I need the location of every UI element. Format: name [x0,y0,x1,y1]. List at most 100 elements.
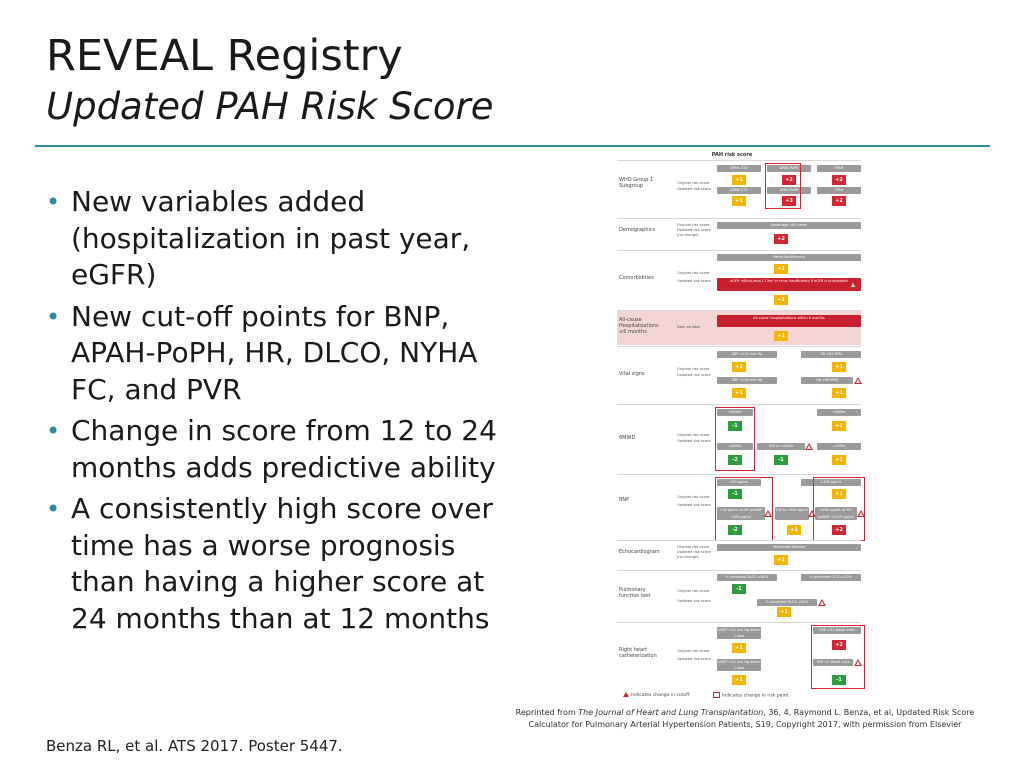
change-highlight-box [715,477,773,541]
criterion-pill: 200 to <800 pg/mL [775,507,809,520]
bullet-item: • A consistently high score over time has… [44,491,514,637]
criterion-pill: All-cause hospitalizations within 6 mont… [717,315,861,327]
score-badge: -1 [732,584,746,594]
criterion-pill: eGFR <60mL/min/1.73m² or renal insuffici… [717,278,861,291]
change-highlight-box [765,163,801,209]
score-badge: -2 [728,525,742,535]
row-label: Updated risk score [677,550,711,554]
section-6mwd: 6MWD Original risk score Updated risk sc… [617,404,861,473]
criterion-pill: <165m [817,443,861,450]
criterion-pill: mRAP >20 mm Hg within 1 year [717,627,761,639]
row-label: Updated risk score [677,503,711,507]
citation: Benza RL, et al. ATS 2017. Poster 5447. [46,737,343,755]
cutoff-change-icon [854,659,862,666]
section-label: BNP [619,497,630,503]
section-label: Vital signs [619,371,645,377]
legend-text: Indicates change in cutoff [631,693,690,698]
score-badge: +1 [732,643,746,653]
caption-prefix: Reprinted from [515,708,579,717]
figure-caption: Reprinted from The Journal of Heart and … [508,707,982,731]
row-label: Original risk score [677,545,710,549]
criterion-pill: APAH-CTD [717,165,761,172]
score-badge: +2 [832,175,846,185]
section-hospitalizations: All-cause Hospitalizations ≤6 months New… [617,310,861,345]
criterion-pill: <165m [817,409,861,416]
criterion-pill: % predicted DLCO ≥80% [717,574,777,581]
score-badge: +1 [774,331,788,341]
criterion-pill: mRAP >20 mm Hg within 1 year [717,659,761,671]
score-badge: +1 [832,489,846,499]
bullet-text: New cut-off points for BNP, APAH-PoPH, H… [71,299,478,406]
slide-subtitle: Updated PAH Risk Score [46,85,494,128]
bullet-dot-icon: • [46,495,61,523]
cutoff-change-icon [805,443,813,450]
criterion-pill: Pericardial effusion [717,544,861,551]
section-demographics: Demographics Original risk score Updated… [617,218,861,257]
score-badge: +1 [832,455,846,465]
change-highlight-box [813,477,865,541]
criterion-pill: SBP <110 mm Hg [717,377,777,384]
section-label: Echocardiogram [619,549,660,555]
criterion-pill: HR >96 BPM [801,377,853,384]
section-bnp: BNP Original risk score Updated risk sco… [617,474,865,541]
criterion-pill: ≥800 pg/mL or NT-proBNP ≥1100 pg/mL [815,507,857,520]
bullet-dot-icon: • [46,417,61,445]
score-badge: +3 [782,196,796,206]
criterion-pill: ≥440m [717,409,753,416]
cutoff-change-icon [623,692,629,697]
criterion-pill: 320 to <440m [757,443,805,450]
change-highlight-box [811,625,865,689]
legend-cutoff: Indicates change in cutoff [623,692,689,698]
row-label: Updated risk score [677,228,711,232]
section-label: Demographics [619,227,656,233]
slide-title: REVEAL Registry [46,31,403,81]
section-echocardiogram: Echocardiogram Original risk score Updat… [617,540,861,571]
bullet-item: • New cut-off points for BNP, APAH-PoPH, … [44,299,514,409]
criterion-pill: FPAH [817,165,861,172]
section-who-group: WHO Group 1 Subgroup Original risk score… [617,160,861,209]
row-label: Updated risk score [677,599,711,603]
score-badge: +2 [782,175,796,185]
bullet-item: • New variables added (hospitalization in… [44,184,514,294]
figure-title: PAH risk score [711,152,753,158]
bullet-dot-icon: • [46,188,61,216]
row-label: Original risk score [677,495,710,499]
score-badge: +1 [732,388,746,398]
score-badge: +1 [732,362,746,372]
cutoff-change-icon [849,281,857,288]
row-label: Original risk score [677,367,710,371]
score-badge: +1 [777,607,791,617]
score-badge: +1 [832,421,846,431]
row-label: Original risk score [677,181,710,185]
criterion-pill: PVR >32 Wood units [813,627,861,634]
score-badge: +2 [832,196,846,206]
row-label: Original risk score [677,433,710,437]
row-label: Updated risk score [677,657,711,661]
cutoff-change-icon [764,510,772,517]
section-right-heart-cath: Right heart catheterization Original ris… [617,622,865,689]
risk-score-figure: PAH risk score WHO Group 1 Subgroup Orig… [603,150,865,702]
section-label: 6MWD [619,435,636,441]
score-badge: +1 [774,295,788,305]
bullet-text: Change in score from 12 to 24 months add… [71,414,497,484]
row-label: Updated risk score [677,439,711,443]
criterion-pill: APAH-PoPH [767,187,811,194]
score-badge: +1 [732,196,746,206]
criterion-pill: % predicted DLCO <40% [757,599,817,606]
change-highlight-box [715,407,755,471]
row-label: (no change) [677,233,699,237]
score-badge: -1 [832,675,846,685]
bullet-dot-icon: • [46,302,61,331]
criterion-pill: <50 pg/mL [717,479,761,486]
criterion-pill: >180 pg/mL [801,479,861,486]
bullet-text: New variables added (hospitalization in … [71,185,471,291]
criterion-pill: Renal insufficiency [717,254,861,261]
bullet-item: • Change in score from 12 to 24 months ad… [44,413,514,486]
score-badge: +1 [774,264,788,274]
section-label: Right heart catheterization [619,647,657,659]
criterion-pill: FPAH [817,187,861,194]
score-badge: +2 [832,525,846,535]
bullet-list: • New variables added (hospitalization in… [44,184,514,642]
row-label: Updated risk score [677,279,711,283]
row-label: Original risk score [677,223,710,227]
